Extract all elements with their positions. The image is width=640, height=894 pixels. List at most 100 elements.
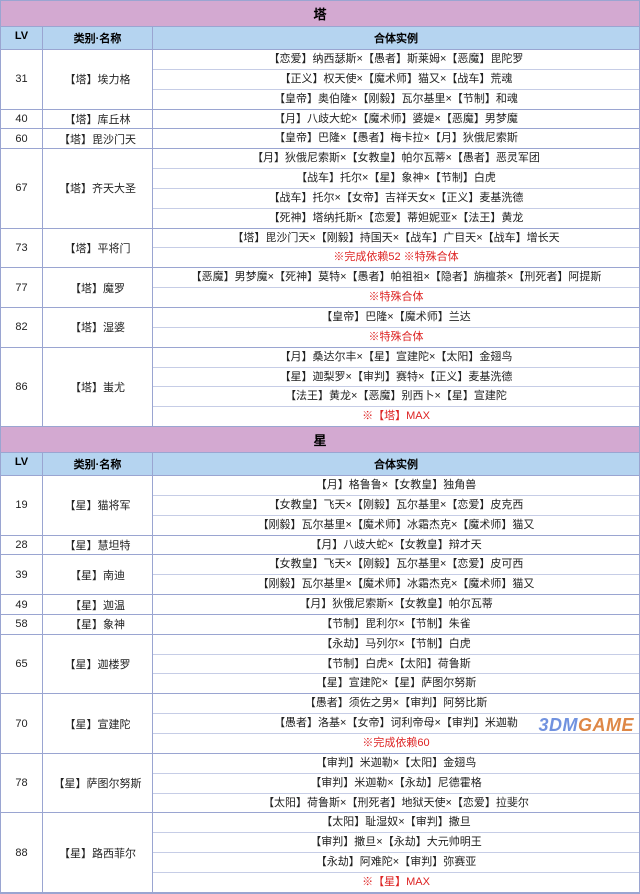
recipe-line: 【月】狄俄尼索斯×【女教皇】帕尔瓦蒂×【愚者】恶灵军团 xyxy=(153,149,639,169)
recipes-cell: 【皇帝】巴隆×【魔术师】兰达※特殊合体 xyxy=(153,308,639,347)
lv-cell: 49 xyxy=(1,595,43,614)
recipe-line: 【恋爱】纳西瑟斯×【愚者】斯莱姆×【恶魔】毘陀罗 xyxy=(153,50,639,70)
lv-cell: 86 xyxy=(1,348,43,426)
col-recipe: 合体实例 xyxy=(153,453,639,475)
name-cell: 【星】南迪 xyxy=(43,555,153,594)
name-cell: 【塔】库丘林 xyxy=(43,110,153,129)
recipe-line: 【月】八歧大蛇×【魔术师】婆媞×【恶魔】男梦魔 xyxy=(153,110,639,129)
column-header-row: LV类别·名称合体实例 xyxy=(1,27,639,50)
section-header: 塔 xyxy=(1,1,639,27)
recipe-line: 【愚者】须佐之男×【审判】阿努比斯 xyxy=(153,694,639,714)
recipes-cell: 【节制】毘利尔×【节制】朱雀 xyxy=(153,615,639,634)
recipe-note: ※特殊合体 xyxy=(153,328,639,347)
recipe-line: 【审判】撒旦×【永劫】大元帅明王 xyxy=(153,833,639,853)
col-name: 类别·名称 xyxy=(43,453,153,475)
recipe-line: 【皇帝】巴隆×【愚者】梅卡拉×【月】狄俄尼索斯 xyxy=(153,129,639,148)
name-cell: 【塔】湿婆 xyxy=(43,308,153,347)
recipe-line: 【女教皇】飞天×【刚毅】瓦尔基里×【恋爱】皮可西 xyxy=(153,555,639,575)
name-cell: 【塔】毘沙门天 xyxy=(43,129,153,148)
recipe-line: 【永劫】阿难陀×【审判】弥赛亚 xyxy=(153,853,639,873)
lv-cell: 19 xyxy=(1,476,43,535)
table-row: 67【塔】齐天大圣【月】狄俄尼索斯×【女教皇】帕尔瓦蒂×【愚者】恶灵军团【战车】… xyxy=(1,149,639,228)
recipe-line: 【太阳】荷鲁斯×【刑死者】地狱天使×【恋爱】拉斐尔 xyxy=(153,794,639,813)
recipe-line: 【皇帝】巴隆×【魔术师】兰达 xyxy=(153,308,639,328)
table-row: 40【塔】库丘林【月】八歧大蛇×【魔术师】婆媞×【恶魔】男梦魔 xyxy=(1,110,639,130)
table-row: 65【星】迦楼罗【永劫】马列尔×【节制】白虎【节制】白虎×【太阳】荷鲁斯【星】宣… xyxy=(1,635,639,695)
name-cell: 【星】迦温 xyxy=(43,595,153,614)
name-cell: 【星】慧坦特 xyxy=(43,536,153,555)
recipe-note: ※完成依赖60 xyxy=(153,734,639,753)
recipes-cell: 【愚者】须佐之男×【审判】阿努比斯【愚者】洛基×【女帝】诃利帝母×【审判】米迦勒… xyxy=(153,694,639,753)
recipe-note: ※【星】MAX xyxy=(153,873,639,892)
lv-cell: 58 xyxy=(1,615,43,634)
name-cell: 【星】宣建陀 xyxy=(43,694,153,753)
table-row: 19【星】猫将军【月】格鲁鲁×【女教皇】独角兽【女教皇】飞天×【刚毅】瓦尔基里×… xyxy=(1,476,639,536)
recipes-cell: 【皇帝】巴隆×【愚者】梅卡拉×【月】狄俄尼索斯 xyxy=(153,129,639,148)
recipe-line: 【死神】塔纳托斯×【恋爱】蒂妲妮亚×【法王】黄龙 xyxy=(153,209,639,228)
recipe-line: 【战车】托尔×【女帝】吉祥天女×【正义】麦基洗德 xyxy=(153,189,639,209)
name-cell: 【塔】魔罗 xyxy=(43,268,153,307)
recipe-line: 【月】格鲁鲁×【女教皇】独角兽 xyxy=(153,476,639,496)
recipe-line: 【愚者】洛基×【女帝】诃利帝母×【审判】米迦勒 xyxy=(153,714,639,734)
recipes-cell: 【月】八歧大蛇×【魔术师】婆媞×【恶魔】男梦魔 xyxy=(153,110,639,129)
lv-cell: 73 xyxy=(1,229,43,268)
table-row: 31【塔】埃力格【恋爱】纳西瑟斯×【愚者】斯莱姆×【恶魔】毘陀罗【正义】权天使×… xyxy=(1,50,639,110)
lv-cell: 39 xyxy=(1,555,43,594)
recipes-cell: 【塔】毘沙门天×【刚毅】持国天×【战车】广目天×【战车】增长天※完成依赖52 ※… xyxy=(153,229,639,268)
table-row: 58【星】象神【节制】毘利尔×【节制】朱雀 xyxy=(1,615,639,635)
lv-cell: 82 xyxy=(1,308,43,347)
name-cell: 【星】萨图尔努斯 xyxy=(43,754,153,813)
col-lv: LV xyxy=(1,27,43,49)
table-row: 28【星】慧坦特【月】八歧大蛇×【女教皇】辩才天 xyxy=(1,536,639,556)
name-cell: 【星】猫将军 xyxy=(43,476,153,535)
recipe-line: 【皇帝】奥伯隆×【刚毅】瓦尔基里×【节制】和魂 xyxy=(153,90,639,109)
lv-cell: 60 xyxy=(1,129,43,148)
recipe-line: 【星】宣建陀×【星】萨图尔努斯 xyxy=(153,674,639,693)
lv-cell: 88 xyxy=(1,813,43,891)
table-row: 82【塔】湿婆【皇帝】巴隆×【魔术师】兰达※特殊合体 xyxy=(1,308,639,348)
name-cell: 【塔】蚩尤 xyxy=(43,348,153,426)
recipe-line: 【战车】托尔×【星】象神×【节制】白虎 xyxy=(153,169,639,189)
recipes-cell: 【月】格鲁鲁×【女教皇】独角兽【女教皇】飞天×【刚毅】瓦尔基里×【恋爱】皮克西【… xyxy=(153,476,639,535)
name-cell: 【塔】埃力格 xyxy=(43,50,153,109)
recipe-line: 【月】桑达尔丰×【星】宣建陀×【太阳】金翅鸟 xyxy=(153,348,639,368)
recipe-note: ※【塔】MAX xyxy=(153,407,639,426)
column-header-row: LV类别·名称合体实例 xyxy=(1,453,639,476)
table-row: 60【塔】毘沙门天【皇帝】巴隆×【愚者】梅卡拉×【月】狄俄尼索斯 xyxy=(1,129,639,149)
recipes-cell: 【女教皇】飞天×【刚毅】瓦尔基里×【恋爱】皮可西【刚毅】瓦尔基里×【魔术师】冰霜… xyxy=(153,555,639,594)
table-row: 70【星】宣建陀【愚者】须佐之男×【审判】阿努比斯【愚者】洛基×【女帝】诃利帝母… xyxy=(1,694,639,754)
table-row: 77【塔】魔罗【恶魔】男梦魔×【死神】莫特×【愚者】帕祖祖×【隐者】旃檀茶×【刑… xyxy=(1,268,639,308)
recipes-cell: 【恶魔】男梦魔×【死神】莫特×【愚者】帕祖祖×【隐者】旃檀茶×【刑死者】阿提斯※… xyxy=(153,268,639,307)
table-row: 88【星】路西菲尔【太阳】耻湿奴×【审判】撒旦【审判】撒旦×【永劫】大元帅明王【… xyxy=(1,813,639,892)
col-lv: LV xyxy=(1,453,43,475)
recipes-cell: 【永劫】马列尔×【节制】白虎【节制】白虎×【太阳】荷鲁斯【星】宣建陀×【星】萨图… xyxy=(153,635,639,694)
recipe-line: 【审判】米迦勒×【永劫】尼德霍格 xyxy=(153,774,639,794)
recipes-cell: 【月】八歧大蛇×【女教皇】辩才天 xyxy=(153,536,639,555)
recipe-line: 【太阳】耻湿奴×【审判】撒旦 xyxy=(153,813,639,833)
recipes-cell: 【审判】米迦勒×【太阳】金翅鸟【审判】米迦勒×【永劫】尼德霍格【太阳】荷鲁斯×【… xyxy=(153,754,639,813)
lv-cell: 65 xyxy=(1,635,43,694)
table-row: 73【塔】平将门【塔】毘沙门天×【刚毅】持国天×【战车】广目天×【战车】增长天※… xyxy=(1,229,639,269)
table-row: 86【塔】蚩尤【月】桑达尔丰×【星】宣建陀×【太阳】金翅鸟【星】迦梨罗×【审判】… xyxy=(1,348,639,427)
lv-cell: 67 xyxy=(1,149,43,227)
recipe-line: 【节制】白虎×【太阳】荷鲁斯 xyxy=(153,655,639,675)
recipe-line: 【星】迦梨罗×【审判】赛特×【正义】麦基洗德 xyxy=(153,368,639,388)
recipes-cell: 【月】狄俄尼索斯×【女教皇】帕尔瓦蒂 xyxy=(153,595,639,614)
recipe-note: ※完成依赖52 ※特殊合体 xyxy=(153,248,639,267)
lv-cell: 31 xyxy=(1,50,43,109)
recipe-note: ※特殊合体 xyxy=(153,288,639,307)
recipe-line: 【审判】米迦勒×【太阳】金翅鸟 xyxy=(153,754,639,774)
recipe-line: 【正义】权天使×【魔术师】猫又×【战车】荒魂 xyxy=(153,70,639,90)
recipes-cell: 【太阳】耻湿奴×【审判】撒旦【审判】撒旦×【永劫】大元帅明王【永劫】阿难陀×【审… xyxy=(153,813,639,891)
recipe-line: 【刚毅】瓦尔基里×【魔术师】冰霜杰克×【魔术师】猫又 xyxy=(153,516,639,535)
table-row: 39【星】南迪【女教皇】飞天×【刚毅】瓦尔基里×【恋爱】皮可西【刚毅】瓦尔基里×… xyxy=(1,555,639,595)
recipes-cell: 【月】狄俄尼索斯×【女教皇】帕尔瓦蒂×【愚者】恶灵军团【战车】托尔×【星】象神×… xyxy=(153,149,639,227)
name-cell: 【星】迦楼罗 xyxy=(43,635,153,694)
table-row: 49【星】迦温【月】狄俄尼索斯×【女教皇】帕尔瓦蒂 xyxy=(1,595,639,615)
lv-cell: 77 xyxy=(1,268,43,307)
section-header: 星 xyxy=(1,427,639,453)
recipe-line: 【法王】黄龙×【恶魔】别西卜×【星】宣建陀 xyxy=(153,387,639,407)
recipe-line: 【塔】毘沙门天×【刚毅】持国天×【战车】广目天×【战车】增长天 xyxy=(153,229,639,249)
name-cell: 【塔】齐天大圣 xyxy=(43,149,153,227)
lv-cell: 70 xyxy=(1,694,43,753)
